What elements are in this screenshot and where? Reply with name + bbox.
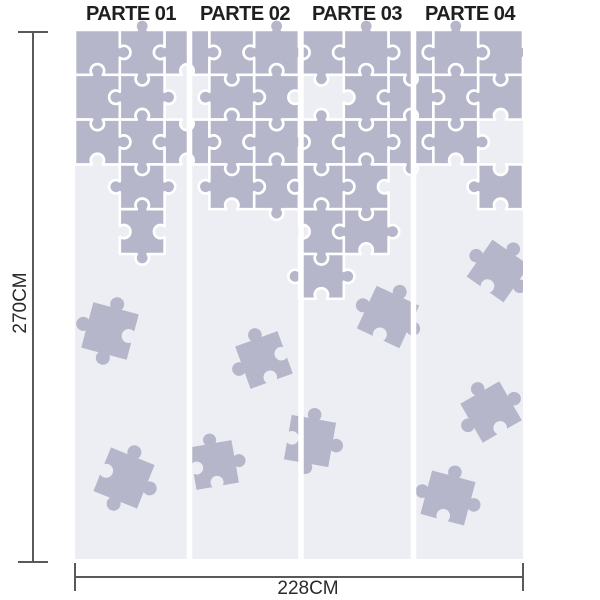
puzzle-grid-piece xyxy=(466,73,523,121)
scattered-puzzle-piece xyxy=(466,239,523,303)
scattered-puzzle-piece xyxy=(189,433,246,490)
width-dimension-label: 228CM xyxy=(277,578,339,599)
panel-separator xyxy=(410,30,417,559)
puzzle-grid-piece xyxy=(118,197,166,266)
scattered-puzzle-piece xyxy=(232,328,293,389)
panel-separator xyxy=(298,30,304,559)
scattered-puzzle-piece xyxy=(93,445,157,511)
panel-header-parte-03: PARTE 03 xyxy=(311,3,403,25)
scattered-puzzle-piece xyxy=(76,297,139,365)
scattered-puzzle-piece xyxy=(460,381,522,443)
puzzle-grid-piece xyxy=(287,252,356,301)
puzzle-grid xyxy=(75,18,523,301)
puzzle-grid-piece xyxy=(331,207,401,256)
scattered-puzzle-piece xyxy=(355,284,421,349)
dimension-lines xyxy=(18,31,524,591)
height-dimension-label: 270CM xyxy=(10,272,31,334)
panel-header-parte-04: PARTE 04 xyxy=(424,3,516,25)
panel-header-parte-02: PARTE 02 xyxy=(199,3,291,25)
puzzle-grid-piece xyxy=(466,163,523,211)
scattered-puzzle-piece xyxy=(415,465,481,526)
mural-artwork xyxy=(75,18,523,559)
panel-header-parte-01: PARTE 01 xyxy=(85,3,177,25)
panel-separator xyxy=(186,30,193,559)
